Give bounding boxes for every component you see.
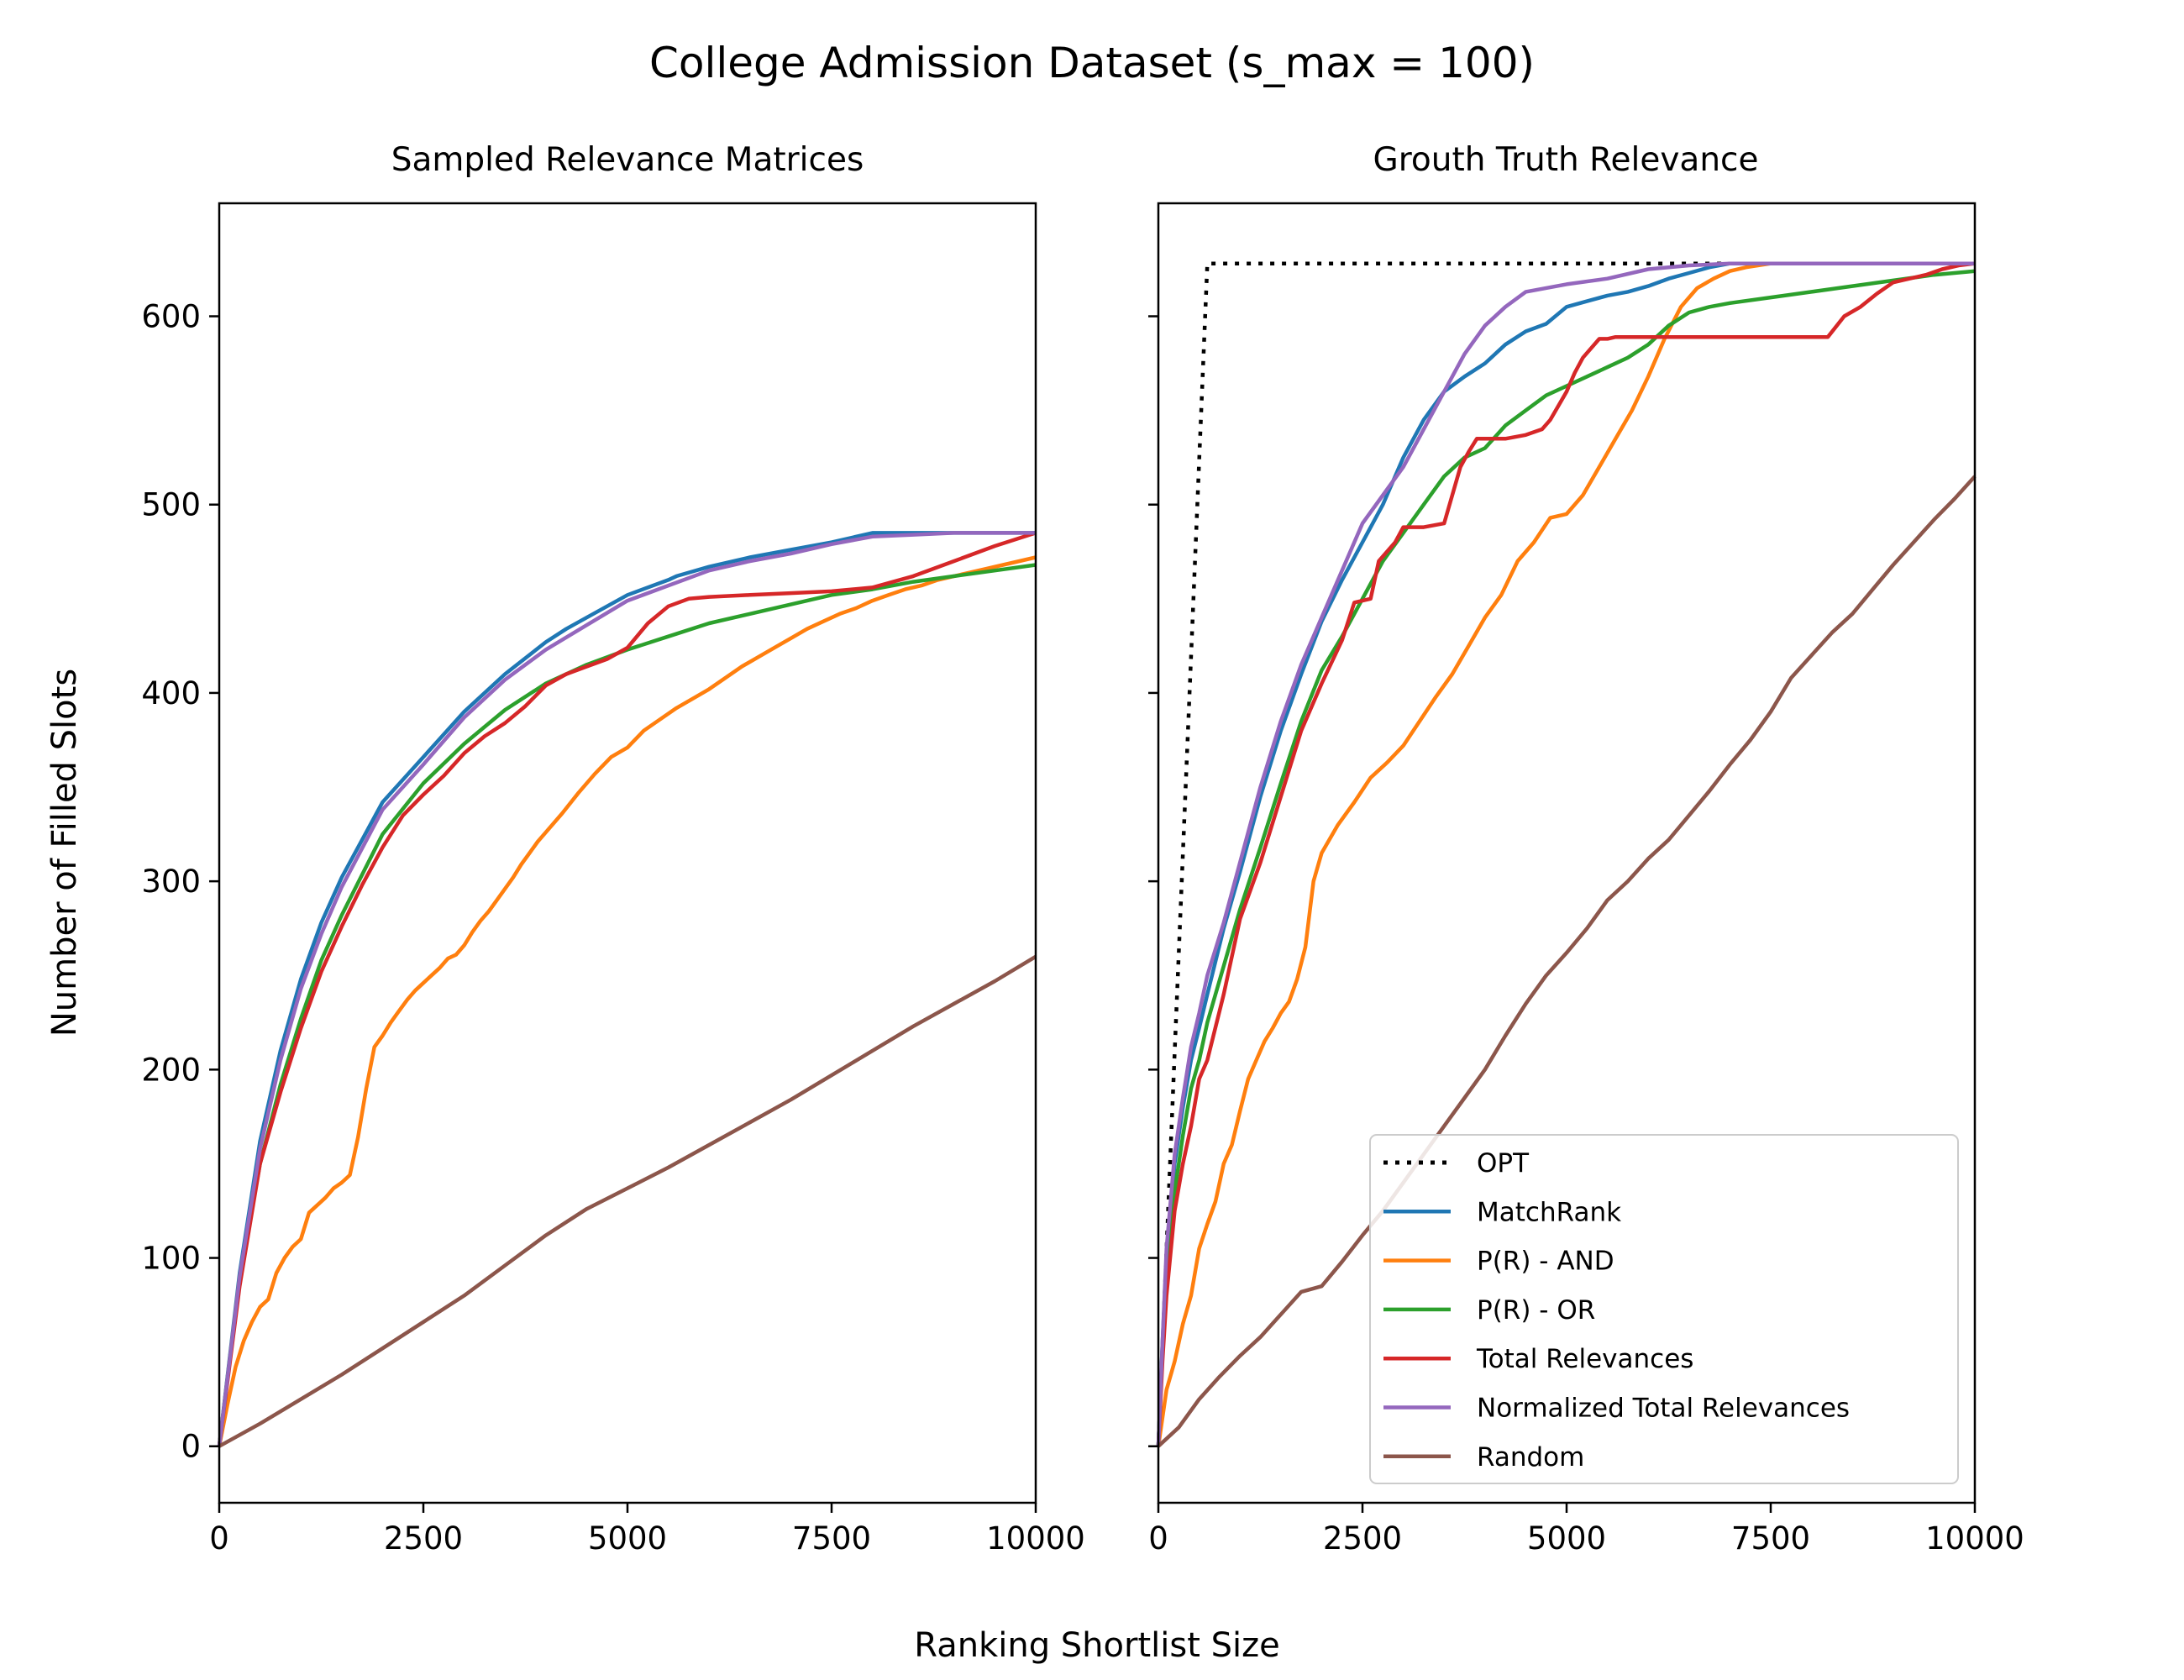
right-panel: Grouth Truth Relevance 0 2500 5000 7500 1000…: [1148, 141, 2024, 1557]
right-x-tick-label: 0: [1148, 1520, 1168, 1557]
left-y-tick-label: 500: [141, 487, 201, 523]
left-series-normalized: [217, 531, 1036, 1446]
right-x-tick-label: 2500: [1323, 1520, 1402, 1557]
left-series-total: [217, 531, 1037, 1446]
right-x-tick-label: 7500: [1731, 1520, 1810, 1557]
legend-label-total: Total Relevances: [1476, 1344, 1693, 1374]
right-series-p_and: [1156, 261, 1975, 1447]
left-x-tick-label: 0: [209, 1520, 229, 1557]
right-series-random: [1157, 475, 1977, 1448]
right-panel-series: [1156, 261, 1977, 1448]
legend-label-p_and: P(R) - AND: [1477, 1247, 1614, 1277]
legend-label-p_or: P(R) - OR: [1477, 1295, 1595, 1326]
right-x-tick-label: 5000: [1527, 1520, 1606, 1557]
legend-label-random: Random: [1477, 1442, 1584, 1473]
left-x-tick-label: 7500: [792, 1520, 871, 1557]
right-series-total: [1156, 261, 1976, 1446]
left-series-random: [218, 954, 1037, 1448]
right-x-tick-label: 10000: [1925, 1520, 2024, 1557]
y-axis-label: Number of Filled Slots: [45, 669, 84, 1037]
legend-items: OPT MatchRank P(R) - AND P(R) - OR Total Rel…: [1383, 1148, 1850, 1473]
x-axis-label: Ranking Shortlist Size: [914, 1626, 1279, 1665]
left-x-tick-label: 10000: [986, 1520, 1085, 1557]
right-series-normalized: [1156, 261, 1975, 1446]
right-panel-title: Grouth Truth Relevance: [1373, 141, 1759, 179]
left-series-p_and: [217, 555, 1037, 1447]
legend-label-matchrank: MatchRank: [1477, 1197, 1621, 1227]
left-x-tick-label: 2500: [384, 1520, 463, 1557]
right-series-matchrank: [1156, 261, 1975, 1446]
left-panel-title: Sampled Relevance Matrices: [391, 141, 864, 179]
right-series-p_or: [1156, 269, 1976, 1446]
left-panel-series: [217, 531, 1037, 1448]
left-series-matchrank: [217, 531, 1036, 1446]
left-y-tick-label: 200: [141, 1052, 201, 1088]
left-y-tick-label: 0: [181, 1429, 201, 1465]
left-x-tick-label: 5000: [588, 1520, 667, 1557]
figure-title: College Admission Dataset (s_max = 100): [649, 39, 1535, 87]
left-panel: Sampled Relevance Matrices 0 2500 5000 7500…: [45, 141, 1085, 1557]
legend-label-normalized: Normalized Total Relevances: [1477, 1394, 1850, 1424]
legend-label-opt: OPT: [1477, 1148, 1530, 1179]
left-y-tick-label: 600: [141, 299, 201, 335]
legend: OPT MatchRank P(R) - AND P(R) - OR Total Rel…: [1369, 1134, 1959, 1484]
left-series-p_or: [217, 563, 1037, 1446]
left-panel-frame: [218, 202, 1037, 1504]
right-panel-ticks: 0 2500 5000 7500 10000: [1148, 315, 2024, 1557]
legend-box: [1369, 1134, 1959, 1484]
left-y-tick-label: 300: [141, 864, 201, 900]
left-panel-ticks: 0 2500 5000 7500 10000 0 100 200 300 400 500 600: [141, 299, 1084, 1557]
left-y-tick-label: 100: [141, 1241, 201, 1277]
left-y-tick-label: 400: [141, 675, 201, 711]
